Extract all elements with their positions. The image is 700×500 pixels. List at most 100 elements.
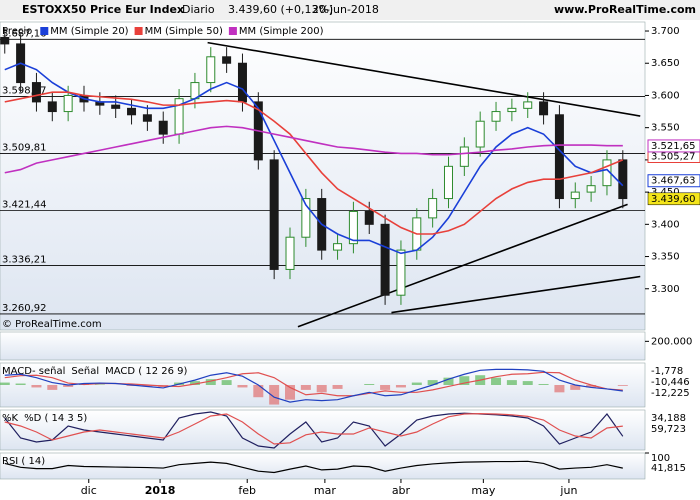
- candle-body: [158, 120, 168, 135]
- indicator-line: [4, 412, 623, 445]
- legend-entry: MACD ( 12 26 9): [105, 366, 187, 377]
- last-value-box: [647, 174, 700, 188]
- histogram-bar: [617, 385, 628, 386]
- y-tick-label: 3.700: [651, 26, 680, 37]
- indicator-line: [4, 411, 624, 449]
- y-tick-label: 3.600: [651, 90, 680, 101]
- candle-body: [63, 94, 73, 113]
- candle-body: [491, 111, 501, 122]
- last-value-label: -12,225: [651, 388, 690, 399]
- last-value-label: 41,815: [651, 463, 686, 474]
- copyright: © ProRealTime.com: [2, 319, 102, 330]
- histogram-bar: [364, 384, 375, 385]
- legend-entry: MACD- señal: [2, 366, 65, 377]
- histogram-bar: [395, 385, 406, 388]
- x-tick-label: jun: [559, 484, 577, 497]
- panel-background: [0, 409, 646, 451]
- level-label: 3.421,44: [2, 200, 47, 211]
- indicator-line: [4, 460, 623, 474]
- moving-average: [4, 91, 624, 235]
- y-tick-label: 3.350: [651, 252, 680, 263]
- histogram-bar: [205, 379, 216, 385]
- candle-body: [475, 120, 485, 148]
- histogram-bar: [459, 376, 470, 385]
- moving-average: [4, 125, 623, 174]
- panel-background: [0, 452, 646, 480]
- histogram-bar: [522, 381, 533, 385]
- indicator-line: [4, 368, 623, 403]
- candle-body: [47, 101, 57, 113]
- moving-average: [4, 62, 624, 255]
- candle-body: [142, 114, 152, 122]
- x-tick-label: 2018: [145, 484, 176, 497]
- last-quote: 3.439,60 (+0,13%): [228, 3, 333, 16]
- last-price-box: [647, 192, 700, 206]
- level-label: 3.509,81: [2, 143, 47, 154]
- histogram-bar: [189, 381, 200, 385]
- last-price-label: 3.439,60: [651, 194, 696, 205]
- candle-body: [443, 165, 453, 200]
- level-label: 3.336,21: [2, 254, 47, 265]
- candle-body: [269, 159, 279, 270]
- histogram-bar: [411, 382, 422, 385]
- last-value-box: [647, 139, 700, 153]
- candle-body: [507, 107, 517, 113]
- level-label: 3.260,92: [2, 303, 47, 314]
- x-tick-label: abr: [392, 484, 411, 497]
- last-value-label: 34,188: [651, 413, 686, 424]
- histogram-bar: [0, 382, 10, 385]
- last-value-label: 3.505,27: [651, 151, 696, 162]
- legend-entry: %K: [2, 413, 19, 424]
- candle-body: [554, 114, 564, 200]
- candle-body: [586, 185, 596, 193]
- histogram-bar: [221, 380, 232, 385]
- header-bar: [0, 0, 700, 20]
- candle-body: [570, 191, 580, 200]
- last-value-label: 3.521,65: [651, 141, 696, 152]
- candle-body: [333, 243, 343, 251]
- last-value-label: 59,723: [651, 424, 686, 435]
- histogram-bar: [316, 385, 327, 393]
- candle-body: [206, 56, 216, 84]
- y-tick-label: 200.000: [651, 336, 692, 347]
- histogram-bar: [269, 385, 280, 405]
- candle-body: [428, 198, 438, 219]
- source: www.ProRealTime.com: [554, 3, 696, 16]
- legend-entry: MM (Simple 200): [239, 26, 324, 37]
- histogram-bar: [491, 377, 502, 385]
- panel-background: [0, 21, 646, 331]
- histogram-bar: [554, 385, 565, 393]
- candle-body: [301, 198, 311, 238]
- candle-body: [539, 101, 549, 116]
- y-tick-label: 3.400: [651, 219, 680, 230]
- last-value-label: 3.467,63: [651, 176, 696, 187]
- legend-swatch: [40, 27, 49, 35]
- trendline: [207, 41, 641, 117]
- y-tick-label: 3.300: [651, 284, 680, 295]
- histogram-bar: [443, 377, 454, 385]
- candle-body: [364, 210, 374, 225]
- histogram-bar: [47, 385, 58, 390]
- period: Diario: [182, 3, 215, 16]
- trendline: [391, 275, 641, 314]
- x-tick-label: may: [471, 484, 495, 497]
- legend-swatch: [134, 27, 143, 35]
- candle-body: [618, 159, 628, 200]
- x-tick-label: mar: [314, 484, 336, 497]
- histogram-bar: [332, 385, 343, 389]
- histogram-bar: [506, 380, 517, 385]
- candle-body: [111, 104, 121, 109]
- legend-entry: MM (Simple 20): [50, 26, 128, 37]
- histogram-bar: [570, 385, 581, 390]
- histogram-bar: [427, 380, 438, 385]
- panel-background: [0, 331, 646, 361]
- candle-body: [31, 82, 41, 103]
- y-tick-label: 3.650: [651, 58, 680, 69]
- trendline: [297, 203, 628, 328]
- x-tick-label: feb: [238, 484, 256, 497]
- level-label: 3.687,16: [2, 28, 47, 39]
- legend-entry: RSI ( 14): [2, 456, 45, 467]
- histogram-bar: [63, 385, 74, 387]
- candle-body: [396, 249, 406, 296]
